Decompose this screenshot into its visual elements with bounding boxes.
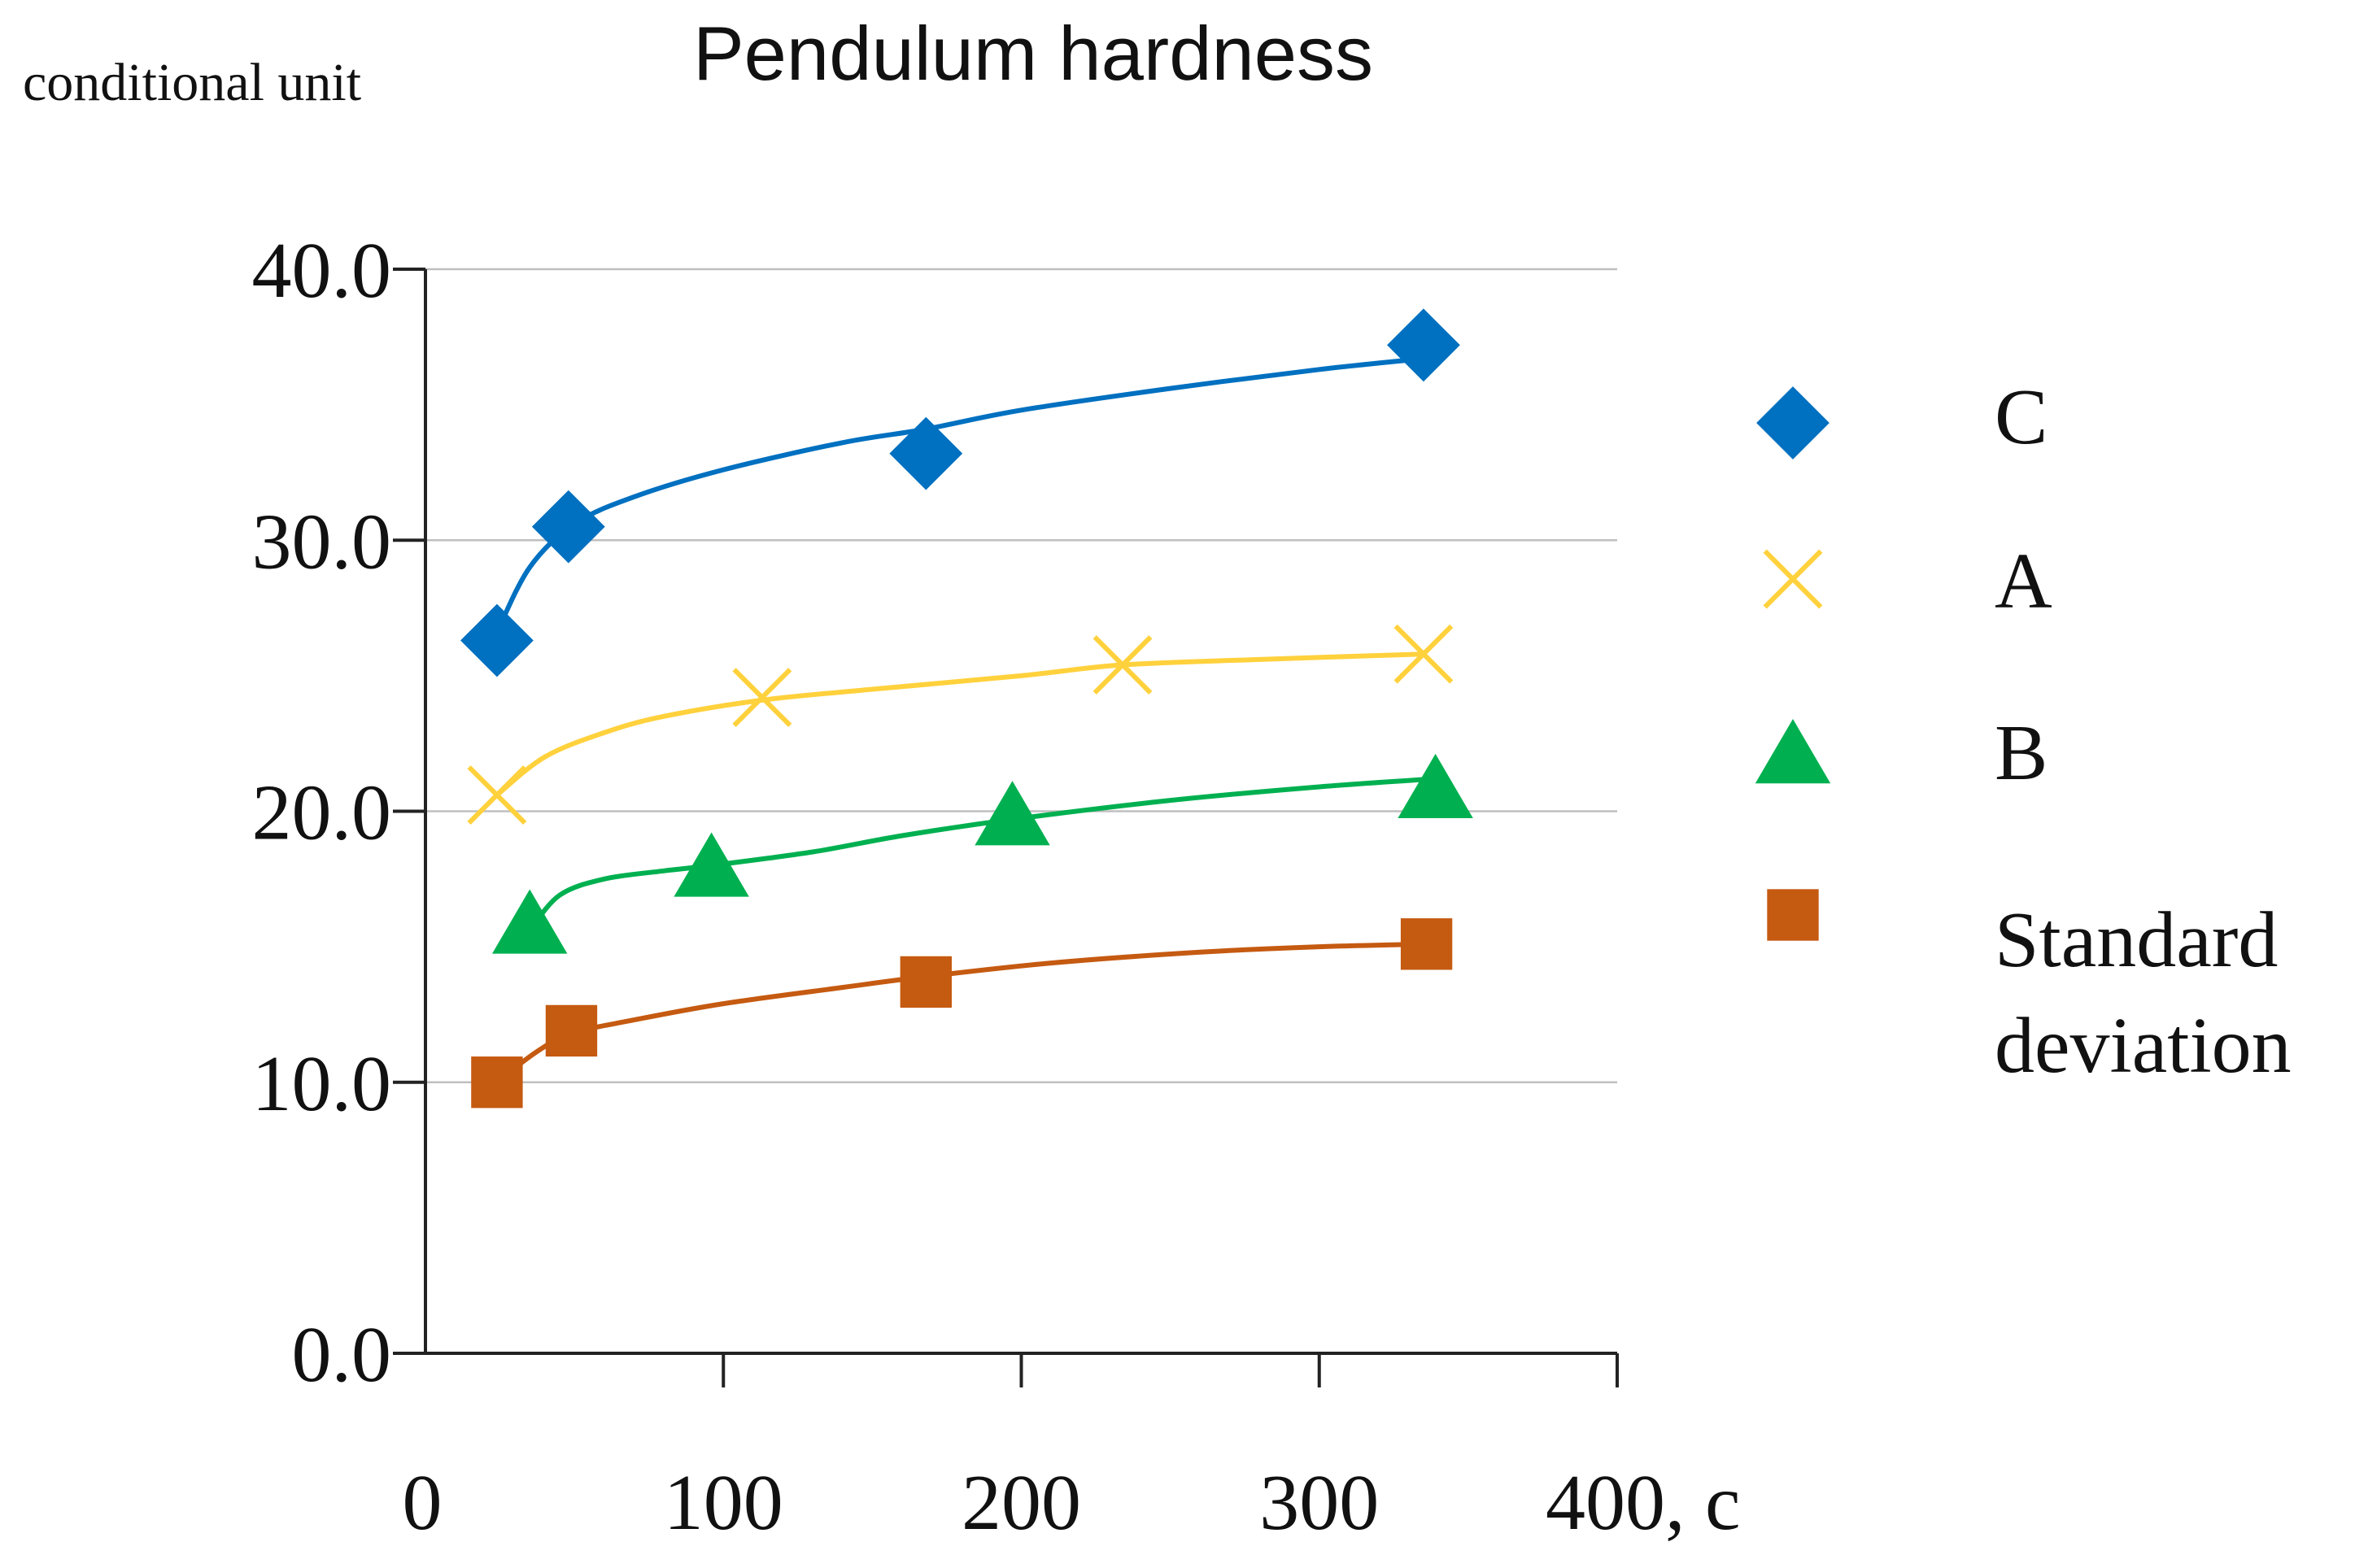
y-tick-label: 40.0 [252,227,392,315]
legend-label-b: B [1995,709,2048,797]
x-marker-stroke [1092,635,1153,695]
data-point-standard-deviation [900,956,952,1008]
data-point-b [674,832,749,897]
legend-item-standard-deviation: Standard deviation [1767,889,2292,1090]
axes-layer [393,268,1619,1387]
data-point-b [491,889,568,954]
data-point-standard-deviation [545,1004,598,1057]
series-c [460,308,1460,677]
x-marker-stroke [467,765,527,825]
legend-marker-a [1763,549,1823,609]
series-standard-deviation [471,918,1453,1108]
x-tick-label: 300 [1259,1459,1379,1547]
x-marker-stroke [732,668,792,727]
legend: CAB Standard deviation [1755,373,2292,1090]
tick-labels-layer: 0.0 10.0 20.0 30.0 40.0 0 100 200 300 400, c [252,227,1741,1547]
legend-marker-c [1756,386,1829,460]
y-tick-label: 10.0 [252,1040,392,1128]
y-axis-label: conditional unit [23,53,361,112]
data-point-a [732,668,792,727]
y-tick-label: 20.0 [252,769,392,857]
x-marker-stroke [1763,549,1823,609]
x-marker-stroke [1393,624,1454,684]
legend-item-a: A [1763,538,2052,625]
data-point-c [531,490,605,564]
series-a [467,624,1454,825]
data-point-c [1387,308,1460,382]
data-point-c [889,416,963,490]
y-tick-label: 30.0 [252,498,392,586]
x-tick-label: 100 [664,1459,783,1547]
legend-item-b: B [1755,709,2048,797]
x-tick-label: 400, c [1546,1459,1741,1547]
trendline-a [495,651,1424,797]
legend-item-c: C [1756,373,2048,461]
legend-label-a: A [1995,538,2052,625]
data-point-standard-deviation [1400,918,1453,970]
x-tick-label: 200 [962,1459,1081,1547]
legend-label-standard-deviation: Standard deviation [1995,896,2292,1090]
data-point-a [1092,635,1153,695]
series-b [491,753,1473,954]
y-tick-label: 0.0 [292,1311,392,1399]
data-point-standard-deviation [471,1056,523,1108]
legend-marker-standard-deviation [1767,889,1819,941]
series-layer [460,308,1473,1108]
trendline-b [527,776,1436,933]
data-point-c [460,603,534,677]
chart-title: Pendulum hardness [693,11,1373,96]
legend-label-c: C [1995,373,2048,461]
data-point-b [975,781,1050,846]
data-point-b [1398,753,1473,819]
trendline-standard-deviation [495,941,1427,1085]
legend-marker-b [1755,719,1831,784]
trendline-c [495,355,1424,634]
x-tick-label: 0 [403,1459,443,1547]
data-point-a [467,765,527,825]
data-point-a [1393,624,1454,684]
